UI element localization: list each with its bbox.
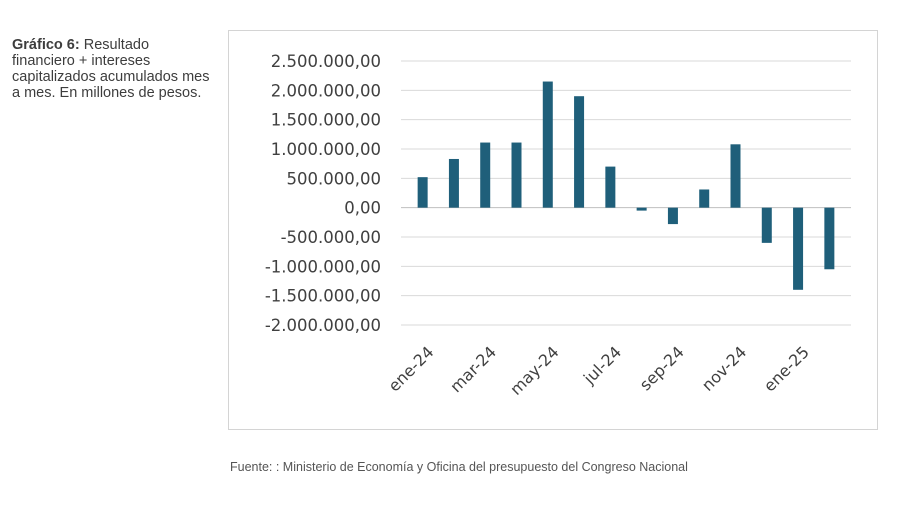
y-tick-label: 2.500.000,00 — [271, 52, 381, 71]
x-tick-label: jul-24 — [579, 342, 625, 388]
y-tick-label: -500.000,00 — [281, 228, 381, 247]
bar-oct-24 — [699, 189, 710, 208]
bar-jul-24 — [605, 166, 616, 208]
bar-dic-24 — [761, 207, 772, 243]
y-tick-label: -1.000.000,00 — [265, 257, 381, 276]
bar-may-24 — [542, 81, 553, 208]
x-tick-label: sep-24 — [636, 342, 688, 394]
bar-ene-25 — [793, 207, 804, 290]
x-tick-label: may-24 — [506, 342, 562, 398]
x-tick-label: mar-24 — [446, 342, 500, 396]
x-tick-label: nov-24 — [698, 342, 750, 394]
bar-feb-24 — [448, 158, 459, 208]
bar-nov-24 — [730, 144, 741, 208]
y-tick-label: 2.000.000,00 — [271, 81, 381, 100]
chart-caption: Gráfico 6: Resultado financiero + intere… — [12, 37, 212, 101]
caption-label: Gráfico 6: — [12, 37, 80, 53]
bar-jun-24 — [574, 96, 585, 208]
y-tick-label: 1.500.000,00 — [271, 111, 381, 130]
chart-container: 2.500.000,00 2.000.000,00 1.500.000,00 1.00… — [228, 30, 878, 430]
bar-ene-24 — [417, 177, 428, 208]
y-tick-label: -1.500.000,00 — [265, 287, 381, 306]
bar-ago-24 — [636, 207, 647, 211]
y-tick-label: 1.000.000,00 — [271, 140, 381, 159]
y-tick-label: 0,00 — [344, 199, 381, 218]
bar-chart: 2.500.000,00 2.000.000,00 1.500.000,00 1.00… — [265, 52, 851, 399]
x-tick-label: ene-24 — [384, 342, 437, 395]
caption-text: Resultado financiero + intereses capital… — [12, 37, 210, 101]
y-tick-label: 500.000,00 — [287, 169, 381, 188]
x-tick-label: ene-25 — [760, 342, 813, 395]
bar-sep-24 — [667, 207, 678, 225]
source-note: Fuente: : Ministerio de Economía y Ofici… — [230, 460, 688, 474]
bar-feb-25 — [824, 207, 835, 270]
bar-abr-24 — [511, 142, 522, 208]
y-tick-label: -2.000.000,00 — [265, 316, 381, 335]
bar-mar-24 — [480, 142, 491, 208]
